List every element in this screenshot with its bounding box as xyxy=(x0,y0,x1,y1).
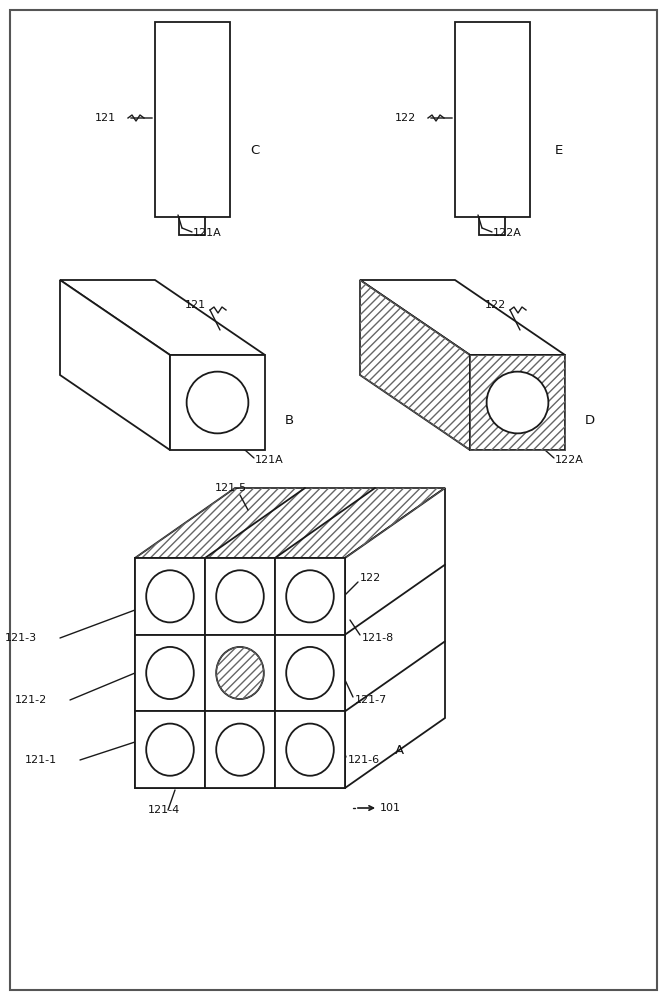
Polygon shape xyxy=(345,488,445,788)
Ellipse shape xyxy=(216,647,264,699)
Text: 122: 122 xyxy=(395,113,416,123)
Ellipse shape xyxy=(286,724,334,776)
Ellipse shape xyxy=(146,647,194,699)
Text: B: B xyxy=(285,414,294,426)
Text: 121A: 121A xyxy=(193,228,221,238)
Bar xyxy=(470,355,565,450)
Text: 121-2: 121-2 xyxy=(15,695,47,705)
Text: 121: 121 xyxy=(185,300,206,310)
Text: A: A xyxy=(395,744,404,756)
Ellipse shape xyxy=(286,570,334,622)
Bar xyxy=(135,558,345,788)
Bar xyxy=(275,635,345,711)
Polygon shape xyxy=(360,280,470,450)
Text: 122: 122 xyxy=(360,573,382,583)
Bar xyxy=(135,635,205,711)
Bar xyxy=(205,635,275,711)
Bar xyxy=(275,711,345,788)
Ellipse shape xyxy=(487,372,548,433)
Bar xyxy=(479,217,505,235)
Ellipse shape xyxy=(216,724,264,776)
Ellipse shape xyxy=(146,724,194,776)
Text: 122A: 122A xyxy=(493,228,522,238)
Text: 121-7: 121-7 xyxy=(355,695,388,705)
Bar xyxy=(205,558,275,635)
Text: 121-6: 121-6 xyxy=(348,755,380,765)
Text: 121A: 121A xyxy=(255,455,283,465)
Text: 121-1: 121-1 xyxy=(25,755,57,765)
Text: 121-3: 121-3 xyxy=(5,633,37,643)
Polygon shape xyxy=(135,488,445,558)
Text: 121-8: 121-8 xyxy=(362,633,394,643)
Text: 101: 101 xyxy=(380,803,401,813)
Text: 122A: 122A xyxy=(555,455,584,465)
Bar xyxy=(470,355,565,450)
Bar xyxy=(155,22,230,217)
Ellipse shape xyxy=(216,570,264,622)
Ellipse shape xyxy=(286,647,334,699)
Bar xyxy=(455,22,530,217)
Bar xyxy=(275,558,345,635)
Text: D: D xyxy=(585,414,595,426)
Text: C: C xyxy=(250,143,259,156)
Bar xyxy=(135,711,205,788)
Bar xyxy=(205,711,275,788)
Text: 121: 121 xyxy=(95,113,116,123)
Polygon shape xyxy=(60,280,170,450)
Text: 122: 122 xyxy=(485,300,506,310)
Text: 121-4: 121-4 xyxy=(148,805,180,815)
Ellipse shape xyxy=(187,372,248,433)
Text: 121-5: 121-5 xyxy=(215,483,247,493)
Polygon shape xyxy=(60,280,265,355)
Bar xyxy=(179,217,205,235)
Polygon shape xyxy=(360,280,565,355)
Ellipse shape xyxy=(146,570,194,622)
Bar xyxy=(170,355,265,450)
Bar xyxy=(135,558,205,635)
Text: E: E xyxy=(555,143,563,156)
